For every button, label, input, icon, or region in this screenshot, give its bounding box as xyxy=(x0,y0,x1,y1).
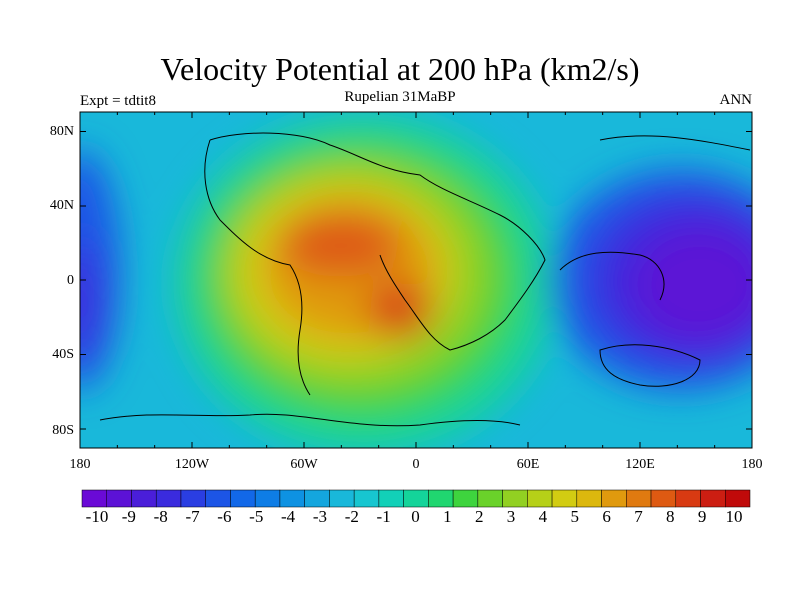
colorbar-tick-label: 10 xyxy=(725,507,743,526)
map-subtitle: Rupelian 31MaBP xyxy=(344,89,456,105)
colorbar-tick-label: -9 xyxy=(121,507,136,526)
colorbar-tick-label: -7 xyxy=(185,507,200,526)
colorbar-swatch xyxy=(428,489,454,508)
colorbar-tick-label: 4 xyxy=(538,507,548,526)
colorbar-tick-label: 8 xyxy=(666,507,675,526)
colorbar-swatch xyxy=(155,489,182,508)
colorbar-swatch xyxy=(353,489,380,508)
colorbar-tick-label: -3 xyxy=(312,507,328,526)
season-label: ANN xyxy=(719,92,753,108)
colorbar-swatch xyxy=(279,489,305,508)
colorbar-tick-label: -6 xyxy=(217,507,232,526)
colorbar-swatch xyxy=(725,489,751,508)
colorbar-swatch xyxy=(502,489,528,508)
lat-label-40n: 40N xyxy=(49,198,74,213)
lon-label-120w: 120W xyxy=(174,457,210,472)
colorbar-swatch xyxy=(452,489,479,508)
colorbar xyxy=(81,489,751,508)
colorbar-tick-label: 5 xyxy=(570,507,580,526)
lon-label-0: 0 xyxy=(412,457,420,472)
colorbar-swatch xyxy=(626,489,652,508)
colorbar-swatch xyxy=(403,489,429,508)
colorbar-swatch xyxy=(254,489,281,508)
lat-label-0: 0 xyxy=(67,273,74,288)
colorbar-swatch xyxy=(230,489,256,508)
colorbar-swatch xyxy=(131,489,157,508)
colorbar-swatch xyxy=(601,489,627,508)
colorbar-swatch xyxy=(106,489,132,508)
map-title: Velocity Potential at 200 hPa (km2/s) xyxy=(160,51,640,87)
colorbar-swatch xyxy=(477,489,503,508)
colorbar-tick-label: -10 xyxy=(85,507,109,526)
lat-label-80s: 80S xyxy=(52,423,74,438)
colorbar-tick-label: -2 xyxy=(344,507,359,526)
colorbar-tick-label: 0 xyxy=(411,507,420,526)
colorbar-tick-label: 1 xyxy=(443,507,452,526)
colorbar-tick-label: -5 xyxy=(249,507,264,526)
lat-label-40s: 40S xyxy=(52,347,74,362)
colorbar-swatch xyxy=(329,489,355,508)
colorbar-swatch xyxy=(700,489,726,508)
colorbar-tick-label: 6 xyxy=(602,507,611,526)
colorbar-swatch xyxy=(551,489,578,508)
colorbar-swatch xyxy=(527,489,553,508)
experiment-label: Expt = tdtit8 xyxy=(80,93,156,109)
colorbar-swatch xyxy=(180,489,206,508)
colorbar-tick-label: 3 xyxy=(506,507,516,526)
colorbar-tick-label: 2 xyxy=(474,507,484,526)
lon-label-60e: 60E xyxy=(516,457,540,472)
colorbar-swatch xyxy=(650,489,677,508)
colorbar-tick-label: 9 xyxy=(697,507,707,526)
axis-ticks xyxy=(79,112,753,448)
colorbar-swatch xyxy=(304,489,330,508)
colorbar-swatch xyxy=(205,489,231,508)
colorbar-tick-label: 7 xyxy=(634,507,643,526)
lon-label-60w: 60W xyxy=(290,457,318,472)
colorbar-tick-label: -4 xyxy=(281,507,296,526)
colorbar-swatch xyxy=(378,489,404,508)
lon-label-120e: 120E xyxy=(625,457,655,472)
coastlines xyxy=(99,132,751,427)
lon-label-180e: 180 xyxy=(741,457,763,472)
colorbar-tick-label: -8 xyxy=(153,507,168,526)
lon-label-180w: 180 xyxy=(69,457,91,472)
colorbar-swatch xyxy=(81,489,107,508)
colorbar-tick-label: -1 xyxy=(376,507,391,526)
velocity-potential-field xyxy=(80,112,752,448)
colorbar-swatch xyxy=(576,489,602,508)
colorbar-swatch xyxy=(675,489,701,508)
lat-label-80n: 80N xyxy=(49,124,74,139)
